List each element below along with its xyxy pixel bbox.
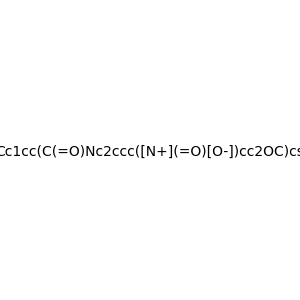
Text: Cc1cc(C(=O)Nc2ccc([N+](=O)[O-])cc2OC)cs1: Cc1cc(C(=O)Nc2ccc([N+](=O)[O-])cc2OC)cs1 <box>0 145 300 158</box>
